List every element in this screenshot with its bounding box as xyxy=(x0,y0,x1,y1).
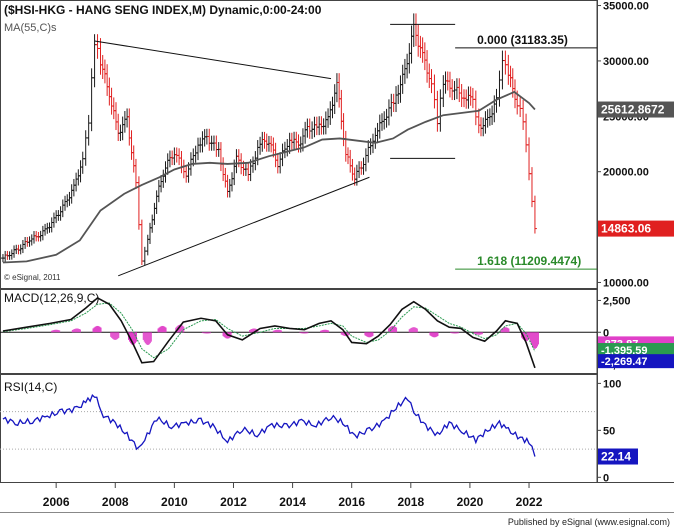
x-tick-label: 2016 xyxy=(338,495,365,509)
rsi-line xyxy=(2,394,536,457)
rsi-panel-title: RSI(14,C) xyxy=(4,380,57,394)
x-tick-label: 2006 xyxy=(43,495,70,509)
last-value-box xyxy=(598,101,674,118)
macd-line xyxy=(2,296,536,369)
rsi-last-value-box xyxy=(598,448,638,465)
last-value-box xyxy=(598,220,674,237)
x-tick-label: 2018 xyxy=(397,495,424,509)
price-y-tick-label: 35000.00 xyxy=(603,1,649,13)
ma-line xyxy=(2,90,536,264)
macd-y-tick-label: 0 xyxy=(603,327,609,339)
last-value-label: 25612.8672 xyxy=(601,103,665,117)
macd-signal-line xyxy=(2,302,536,359)
price-chart-title: ($HSI-HKG - HANG SENG INDEX,M) Dynamic,0… xyxy=(4,3,322,17)
last-value-label: 14863.06 xyxy=(601,222,651,236)
macd-y-tick-label: 2,500 xyxy=(603,295,631,307)
label-layer: 25612.867214863.06-873.87-1,395.59-2,269… xyxy=(598,101,674,465)
ma-indicator-label: MA(55,C)s xyxy=(4,22,57,34)
price-y-tick-label: 10000.00 xyxy=(603,277,649,289)
plot-layer xyxy=(0,13,597,457)
level-label: 1.618 (11209.4474) xyxy=(477,254,581,268)
x-tick-label: 2022 xyxy=(516,495,543,509)
trendline xyxy=(94,40,332,80)
level-label: 0.000 (31183.35) xyxy=(477,33,568,47)
macd-panel-title: MACD(12,26,9,C) xyxy=(4,291,99,305)
footer-credit: Published by eSignal (www.esignal.com) xyxy=(508,517,670,527)
macd-last-value-label: -1,395.59 xyxy=(601,345,647,357)
x-tick-label: 2010 xyxy=(161,495,188,509)
rsi-y-tick-label: 0 xyxy=(603,472,609,484)
price-y-tick-label: 20000.00 xyxy=(603,167,649,179)
x-tick-label: 2012 xyxy=(220,495,247,509)
price-y-tick-label: 30000.00 xyxy=(603,56,649,68)
macd-last-value-label: -2,269.47 xyxy=(601,356,647,368)
macd-last-value-box xyxy=(598,354,674,369)
panel-frames xyxy=(0,0,674,513)
rsi-last-value-label: 22.14 xyxy=(601,450,631,464)
axis-layer: 35000.0030000.0025000.0020000.0015000.00… xyxy=(43,1,649,509)
x-tick-label: 2008 xyxy=(102,495,129,509)
macd-last-value-box xyxy=(598,343,674,358)
rsi-y-tick-label: 100 xyxy=(603,378,621,390)
watermark: © eSignal, 2011 xyxy=(4,273,61,282)
x-tick-label: 2014 xyxy=(279,495,306,509)
rsi-y-tick-label: 50 xyxy=(603,425,615,437)
trendline xyxy=(118,176,370,277)
annotation-layer: 0.000 (31183.35) 1.618 (11209.4474) xyxy=(94,23,597,277)
x-tick-label: 2020 xyxy=(457,495,484,509)
